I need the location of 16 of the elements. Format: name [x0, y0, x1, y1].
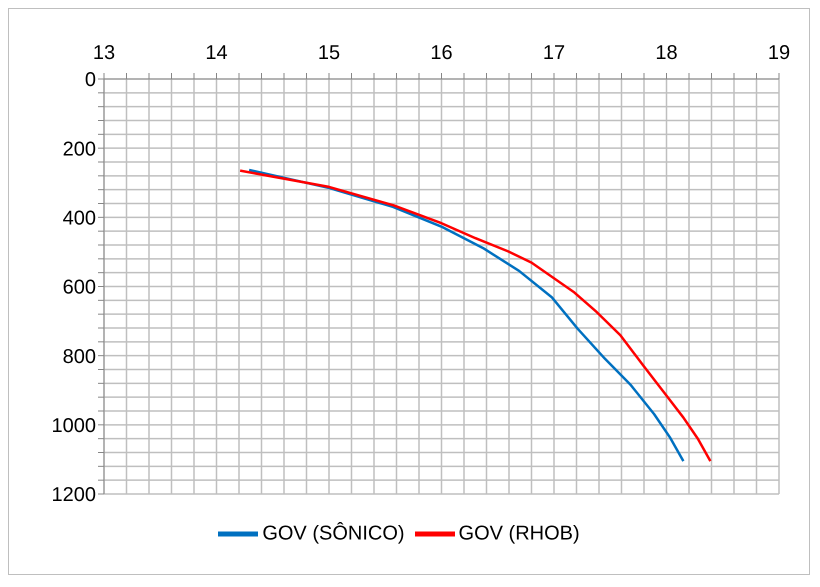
legend-label: GOV (RHOB) [458, 522, 580, 544]
x-tick-label: 18 [655, 42, 678, 64]
x-tick-label: 19 [768, 42, 790, 64]
x-tick-label: 13 [92, 42, 116, 64]
x-tick-label: 16 [430, 42, 453, 64]
y-tick-label: 800 [62, 346, 96, 368]
y-tick-label: 0 [84, 69, 96, 92]
x-tick-label: 17 [542, 42, 566, 64]
y-tick-label: 400 [62, 207, 96, 230]
y-tick-label: 600 [62, 276, 96, 299]
legend-label: GOV (SÔNICO) [262, 522, 405, 544]
y-tick-label: 1200 [52, 484, 96, 506]
x-tick-label: 14 [205, 42, 228, 64]
y-tick-label: 1000 [52, 414, 96, 437]
x-tick-label: 15 [318, 42, 340, 64]
y-tick-label: 200 [62, 138, 96, 160]
